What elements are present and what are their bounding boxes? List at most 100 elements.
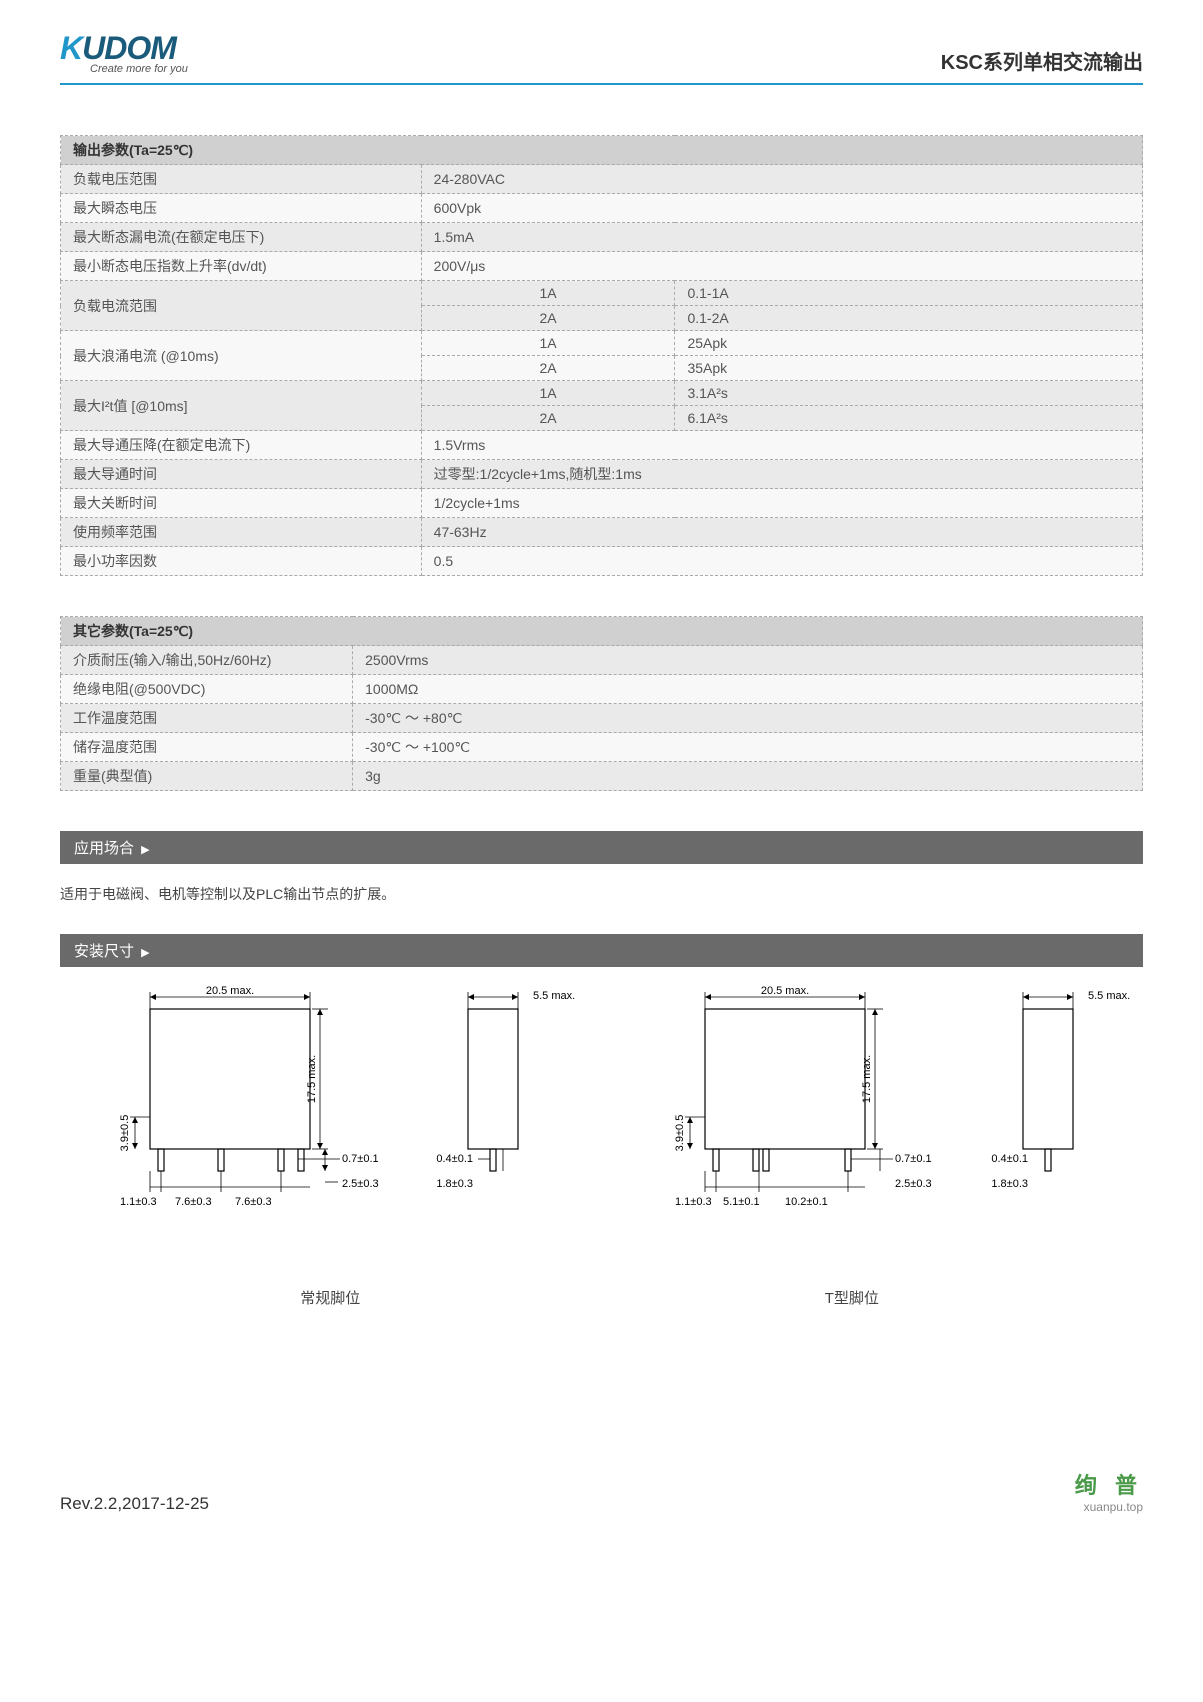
param-value: 25Apk xyxy=(675,331,1143,356)
svg-text:1.1±0.3: 1.1±0.3 xyxy=(120,1196,157,1208)
table-row: 介质耐压(输入/输出,50Hz/60Hz) 2500Vrms xyxy=(61,646,1143,675)
param-value: 47-63Hz xyxy=(421,518,1142,547)
table-row: 储存温度范围 -30℃ ～ +100℃ xyxy=(61,733,1143,762)
svg-text:7.6±0.3: 7.6±0.3 xyxy=(175,1196,212,1208)
param-value: 1000MΩ xyxy=(353,675,1143,704)
document-title: KSC系列单相交流输出 xyxy=(941,46,1143,75)
param-label: 最大I²t值 [@10ms] xyxy=(61,381,422,431)
param-value: 3g xyxy=(353,762,1143,791)
section-dimensions: 安装尺寸 ▶ xyxy=(60,934,1143,967)
param-label: 最大瞬态电压 xyxy=(61,194,422,223)
table-row: 工作温度范围 -30℃ ～ +80℃ xyxy=(61,704,1143,733)
param-label: 负载电流范围 xyxy=(61,281,422,331)
param-label: 使用频率范围 xyxy=(61,518,422,547)
drawing-side-t: 5.5 max. 0.4±0.1 1.8±0.3 xyxy=(973,987,1123,1227)
table-row: 最大I²t值 [@10ms] 1A 3.1A²s xyxy=(61,381,1143,406)
param-label: 负载电压范围 xyxy=(61,165,422,194)
revision-text: Rev.2.2,2017-12-25 xyxy=(60,1494,209,1514)
svg-text:3.9±0.5: 3.9±0.5 xyxy=(674,1115,686,1152)
drawing-front-t: 20.5 max. 17.5 max. 3.9±0.5 0.7±0.1 2.5±… xyxy=(635,987,905,1227)
param-value: -30℃ ～ +80℃ xyxy=(353,704,1143,733)
application-text: 适用于电磁阀、电机等控制以及PLC输出节点的扩展。 xyxy=(60,884,1143,904)
table-header: 其它参数(Ta=25℃) xyxy=(61,617,1143,646)
svg-text:5.1±0.1: 5.1±0.1 xyxy=(723,1196,760,1208)
param-value: 0.1-2A xyxy=(675,306,1143,331)
label-t-pins: T型脚位 xyxy=(581,1287,1123,1308)
param-label: 介质耐压(输入/输出,50Hz/60Hz) xyxy=(61,646,353,675)
drawing-side-normal: 5.5 max. 0.4±0.1 1.8±0.3 xyxy=(418,987,568,1227)
param-value: 2500Vrms xyxy=(353,646,1143,675)
svg-text:2.5±0.3: 2.5±0.3 xyxy=(342,1178,379,1190)
param-value: 0.5 xyxy=(421,547,1142,576)
table-row: 最大断态漏电流(在额定电压下) 1.5mA xyxy=(61,223,1143,252)
svg-text:7.6±0.3: 7.6±0.3 xyxy=(235,1196,272,1208)
param-value: 1.5Vrms xyxy=(421,431,1142,460)
table-row: 绝缘电阻(@500VDC) 1000MΩ xyxy=(61,675,1143,704)
param-value: 200V/μs xyxy=(421,252,1142,281)
page-footer: Rev.2.2,2017-12-25 绚 普 xuanpu.top xyxy=(0,1468,1203,1544)
param-value: 35Apk xyxy=(675,356,1143,381)
section-application: 应用场合 ▶ xyxy=(60,831,1143,864)
param-label: 最大导通压降(在额定电流下) xyxy=(61,431,422,460)
param-value: 24-280VAC xyxy=(421,165,1142,194)
table-row: 最小功率因数 0.5 xyxy=(61,547,1143,576)
arrow-icon: ▶ xyxy=(138,844,150,856)
table-row: 最大瞬态电压 600Vpk xyxy=(61,194,1143,223)
svg-text:0.4±0.1: 0.4±0.1 xyxy=(991,1153,1028,1165)
svg-text:0.4±0.1: 0.4±0.1 xyxy=(436,1153,473,1165)
svg-text:20.5 max.: 20.5 max. xyxy=(206,985,254,997)
param-value: 1.5mA xyxy=(421,223,1142,252)
arrow-icon: ▶ xyxy=(138,947,150,959)
param-sub: 2A xyxy=(421,356,675,381)
logo-text: KUDOM xyxy=(60,30,188,67)
param-label: 最大关断时间 xyxy=(61,489,422,518)
svg-text:5.5 max.: 5.5 max. xyxy=(1088,990,1130,1002)
svg-text:1.8±0.3: 1.8±0.3 xyxy=(436,1178,473,1190)
label-normal-pins: 常规脚位 xyxy=(80,1287,581,1308)
param-sub: 1A xyxy=(421,281,675,306)
table-row: 负载电流范围 1A 0.1-1A xyxy=(61,281,1143,306)
pin-layout-labels: 常规脚位 T型脚位 xyxy=(60,1287,1143,1308)
param-value: 6.1A²s xyxy=(675,406,1143,431)
dimension-drawings: 20.5 max. 17.5 max. 3.9±0.5 0.7±0.1 xyxy=(60,987,1143,1227)
brand-cn: 绚 普 xyxy=(1075,1468,1143,1500)
svg-text:20.5 max.: 20.5 max. xyxy=(761,985,809,997)
table-row: 使用频率范围 47-63Hz xyxy=(61,518,1143,547)
param-value: 3.1A²s xyxy=(675,381,1143,406)
svg-text:1.1±0.3: 1.1±0.3 xyxy=(675,1196,712,1208)
param-label: 最大浪涌电流 (@10ms) xyxy=(61,331,422,381)
svg-text:2.5±0.3: 2.5±0.3 xyxy=(895,1178,932,1190)
svg-text:0.7±0.1: 0.7±0.1 xyxy=(342,1153,379,1165)
param-label: 最大断态漏电流(在额定电压下) xyxy=(61,223,422,252)
svg-text:1.8±0.3: 1.8±0.3 xyxy=(991,1178,1028,1190)
table-header: 输出参数(Ta=25℃) xyxy=(61,136,1143,165)
param-value: 600Vpk xyxy=(421,194,1142,223)
param-label: 最小断态电压指数上升率(dv/dt) xyxy=(61,252,422,281)
other-params-table: 其它参数(Ta=25℃) 介质耐压(输入/输出,50Hz/60Hz) 2500V… xyxy=(60,616,1143,791)
logo: KUDOM Create more for you xyxy=(60,30,188,75)
output-params-table: 输出参数(Ta=25℃) 负载电压范围 24-280VAC 最大瞬态电压 600… xyxy=(60,135,1143,576)
param-sub: 2A xyxy=(421,306,675,331)
page-header: KUDOM Create more for you KSC系列单相交流输出 xyxy=(60,30,1143,85)
table-row: 重量(典型值) 3g xyxy=(61,762,1143,791)
svg-text:5.5 max.: 5.5 max. xyxy=(533,990,575,1002)
param-sub: 1A xyxy=(421,331,675,356)
svg-text:3.9±0.5: 3.9±0.5 xyxy=(119,1115,131,1152)
param-label: 储存温度范围 xyxy=(61,733,353,762)
param-label: 工作温度范围 xyxy=(61,704,353,733)
svg-text:0.7±0.1: 0.7±0.1 xyxy=(895,1153,932,1165)
param-label: 重量(典型值) xyxy=(61,762,353,791)
param-sub: 2A xyxy=(421,406,675,431)
param-label: 最大导通时间 xyxy=(61,460,422,489)
logo-tagline: Create more for you xyxy=(90,63,188,75)
param-label: 绝缘电阻(@500VDC) xyxy=(61,675,353,704)
table-row: 最大导通时间 过零型:1/2cycle+1ms,随机型:1ms xyxy=(61,460,1143,489)
brand-mark: 绚 普 xuanpu.top xyxy=(1075,1468,1143,1514)
param-label: 最小功率因数 xyxy=(61,547,422,576)
param-value: 0.1-1A xyxy=(675,281,1143,306)
table-row: 最大浪涌电流 (@10ms) 1A 25Apk xyxy=(61,331,1143,356)
brand-url: xuanpu.top xyxy=(1075,1500,1143,1514)
param-value: 过零型:1/2cycle+1ms,随机型:1ms xyxy=(421,460,1142,489)
svg-text:17.5 max.: 17.5 max. xyxy=(861,1055,873,1103)
table-row: 最大关断时间 1/2cycle+1ms xyxy=(61,489,1143,518)
